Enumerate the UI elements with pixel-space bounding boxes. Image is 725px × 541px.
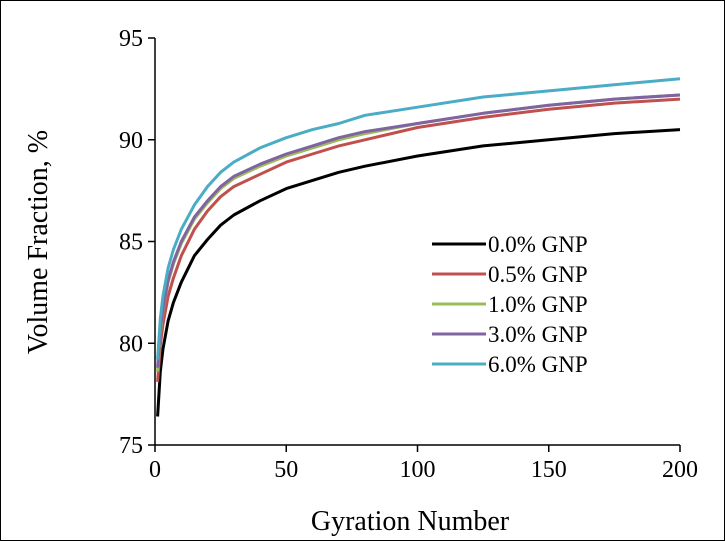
series-line-3 bbox=[156, 93, 681, 368]
y-tick-label-2: 85 bbox=[119, 230, 143, 256]
y-tick-label-3: 90 bbox=[119, 128, 143, 154]
x-axis-title: Gyration Number bbox=[311, 506, 510, 537]
x-tick-label-3: 150 bbox=[531, 457, 567, 483]
legend-label-4: 6.0% GNP bbox=[488, 352, 588, 377]
y-tick-label-4: 95 bbox=[119, 26, 143, 52]
y-tick-label-1: 80 bbox=[119, 331, 143, 357]
legend-label-1: 0.5% GNP bbox=[488, 262, 588, 287]
series-group bbox=[156, 77, 681, 417]
legend-label-2: 1.0% GNP bbox=[488, 292, 588, 317]
axes-group: 75 80 85 90 95 0 50 100 150 200 bbox=[119, 26, 698, 483]
x-tick-label-1: 50 bbox=[274, 457, 298, 483]
x-tick-label-2: 100 bbox=[400, 457, 436, 483]
legend-label-3: 3.0% GNP bbox=[488, 322, 588, 347]
x-tick-label-0: 0 bbox=[149, 457, 161, 483]
legend: 0.0% GNP 0.5% GNP 1.0% GNP 3.0% GNP 6.0% GNP bbox=[432, 232, 588, 377]
y-axis-title: Volume Fraction, % bbox=[23, 130, 54, 354]
series-line-0 bbox=[156, 128, 681, 417]
series-line-4 bbox=[156, 77, 681, 360]
legend-label-0: 0.0% GNP bbox=[488, 232, 588, 257]
series-line-1 bbox=[156, 97, 681, 383]
x-tick-label-4: 200 bbox=[662, 457, 698, 483]
y-tick-label-0: 75 bbox=[119, 433, 143, 459]
